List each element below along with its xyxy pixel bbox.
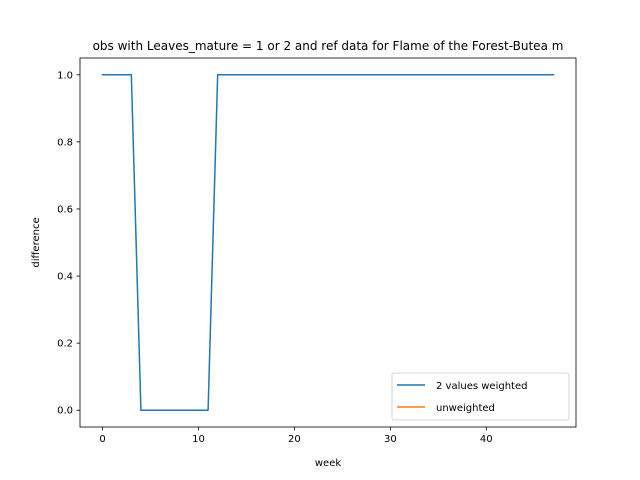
series-line-0 bbox=[101, 74, 555, 411]
x-tick-label: 30 bbox=[384, 434, 397, 445]
legend-label-weighted: 2 values weighted bbox=[436, 381, 527, 392]
y-axis-ticks: 0.0 0.2 0.4 0.6 0.8 1.0 bbox=[57, 70, 80, 417]
x-tick-label: 40 bbox=[480, 434, 493, 445]
x-axis-label: week bbox=[315, 458, 341, 469]
axes-frame bbox=[79, 57, 577, 428]
y-tick-label: 0.2 bbox=[57, 339, 73, 350]
y-tick-label: 1.0 bbox=[57, 70, 73, 81]
y-tick-label: 0.4 bbox=[57, 272, 73, 283]
plot-area bbox=[101, 74, 555, 411]
x-tick-label: 10 bbox=[192, 434, 205, 445]
y-tick-label: 0.0 bbox=[57, 406, 73, 417]
x-tick-label: 0 bbox=[99, 434, 105, 445]
legend: 2 values weighted unweighted bbox=[391, 372, 570, 421]
y-axis-label: difference bbox=[31, 217, 42, 267]
y-tick-label: 0.6 bbox=[57, 204, 73, 215]
x-tick-label: 20 bbox=[288, 434, 301, 445]
legend-label-unweighted: unweighted bbox=[436, 403, 495, 414]
y-tick-label: 0.8 bbox=[57, 137, 73, 148]
legend-box bbox=[391, 372, 570, 421]
x-axis-ticks: 0 10 20 30 40 bbox=[99, 427, 493, 445]
chart-title: obs with Leaves_mature = 1 or 2 and ref … bbox=[93, 39, 564, 53]
